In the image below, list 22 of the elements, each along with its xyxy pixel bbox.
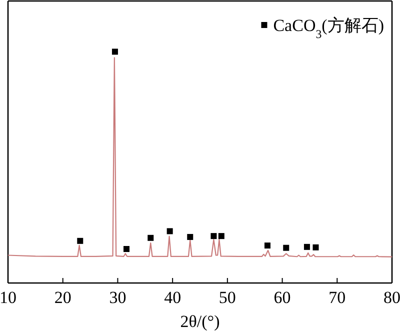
point — [123, 246, 130, 252]
point — [304, 244, 310, 250]
x-tick-label: 50 — [218, 288, 236, 307]
point — [210, 233, 217, 240]
x-tick-label: 20 — [54, 288, 72, 307]
point — [112, 48, 118, 55]
x-tick-label: 60 — [274, 288, 291, 307]
x-tick-label: 70 — [328, 288, 346, 307]
point — [312, 244, 319, 250]
x-tick-label: 10 — [0, 288, 16, 307]
point — [218, 233, 224, 240]
legend-label: CaCO$_{3}$(方解石) — [273, 16, 384, 41]
point — [148, 234, 154, 241]
x-tick-label: 40 — [164, 288, 182, 307]
x-tick-label: 80 — [384, 288, 400, 307]
point — [166, 228, 173, 234]
point — [77, 238, 84, 244]
point — [187, 234, 194, 240]
x-tick-label: 30 — [109, 288, 126, 307]
point — [264, 242, 270, 249]
point — [283, 244, 290, 251]
x-axis-title: 2θ/(°) — [180, 312, 220, 331]
